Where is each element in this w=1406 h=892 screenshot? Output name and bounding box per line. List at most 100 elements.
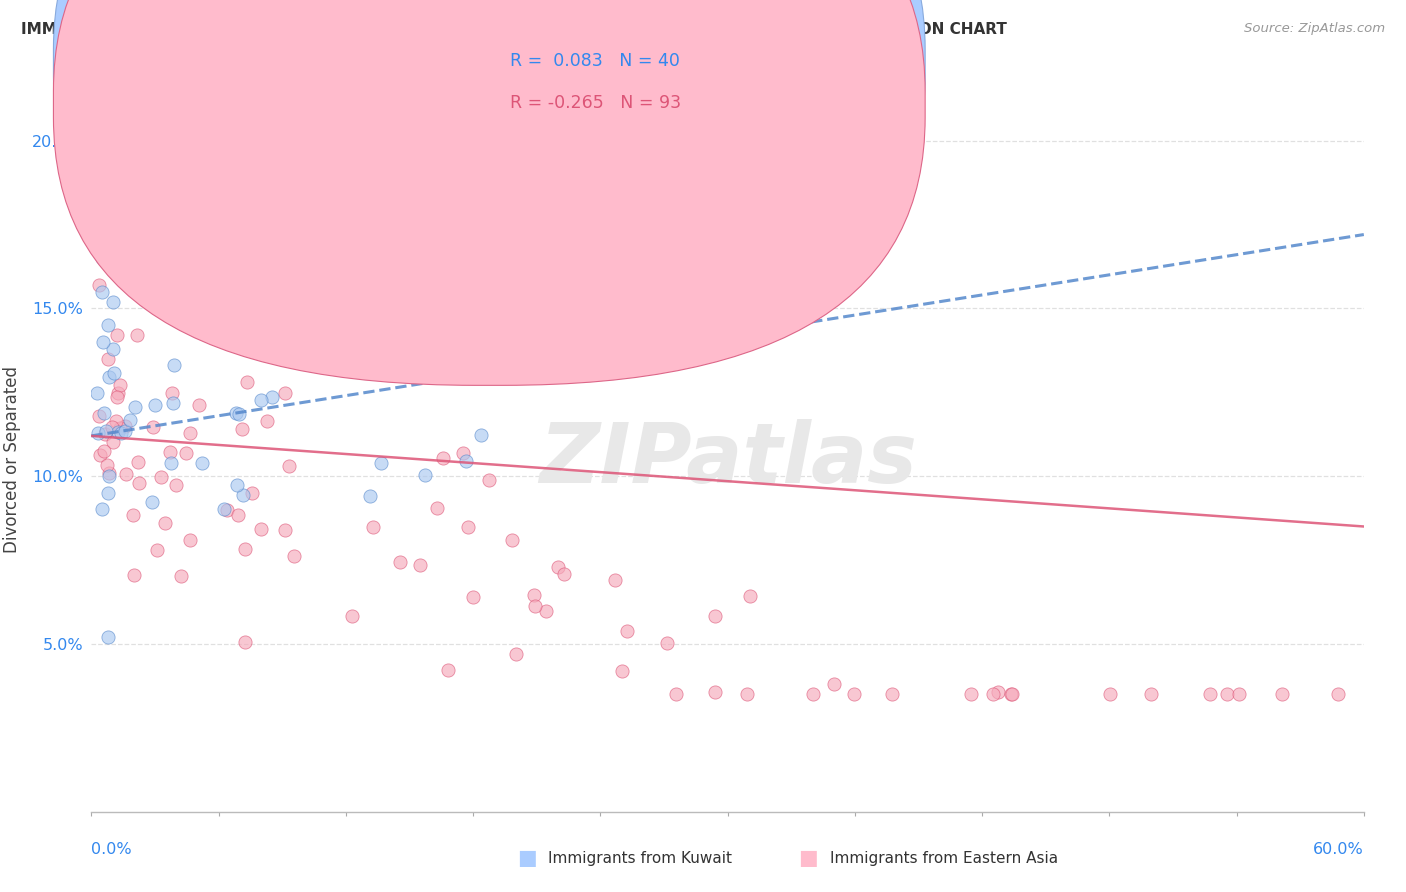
Point <box>256 415 278 429</box>
Point <box>981 687 1004 701</box>
Point <box>536 604 558 618</box>
Point <box>703 609 725 624</box>
Text: Source: ZipAtlas.com: Source: ZipAtlas.com <box>1244 22 1385 36</box>
Text: ■: ■ <box>517 848 537 868</box>
Point <box>91 251 114 265</box>
Point <box>91 150 114 164</box>
Point <box>283 549 305 563</box>
Point <box>141 494 163 508</box>
Point <box>456 454 478 468</box>
Point <box>149 470 172 484</box>
Point <box>236 375 259 389</box>
Point <box>228 407 250 421</box>
Point <box>233 542 256 557</box>
Point <box>105 390 128 404</box>
Point <box>125 328 148 343</box>
Point <box>89 409 111 424</box>
Point <box>114 424 136 438</box>
Point <box>1216 687 1239 701</box>
Point <box>842 687 865 701</box>
Point <box>470 428 492 442</box>
Point <box>1271 687 1294 701</box>
Point <box>160 385 183 400</box>
Point <box>225 406 247 420</box>
Point <box>1000 687 1022 701</box>
Point <box>547 560 569 574</box>
Point <box>616 624 638 638</box>
Point <box>226 508 249 522</box>
Point <box>226 478 249 492</box>
Point <box>523 588 546 602</box>
Point <box>127 454 149 468</box>
Point <box>1327 687 1350 701</box>
Point <box>162 359 184 373</box>
Point <box>665 687 688 701</box>
Point <box>107 425 129 439</box>
Point <box>271 348 294 362</box>
Point <box>122 508 145 523</box>
Point <box>278 458 301 473</box>
Point <box>191 456 214 470</box>
Point <box>114 419 136 434</box>
Point <box>553 566 575 581</box>
Y-axis label: Divorced or Separated: Divorced or Separated <box>3 366 21 553</box>
Point <box>170 293 193 308</box>
Point <box>162 395 184 409</box>
Point <box>128 475 150 490</box>
Point <box>273 386 295 401</box>
Point <box>100 419 122 434</box>
Text: Immigrants from Eastern Asia: Immigrants from Eastern Asia <box>830 851 1057 865</box>
Point <box>146 542 169 557</box>
Point <box>370 456 392 470</box>
Point <box>155 516 177 530</box>
Text: ■: ■ <box>799 848 818 868</box>
Point <box>388 555 411 569</box>
Point <box>143 398 166 412</box>
Point <box>260 390 283 404</box>
Text: 0.0%: 0.0% <box>91 842 132 857</box>
Point <box>93 406 115 420</box>
Point <box>274 524 297 538</box>
Point <box>231 422 253 436</box>
Point <box>91 285 114 299</box>
Point <box>97 630 120 644</box>
Point <box>101 342 124 356</box>
Point <box>655 636 678 650</box>
Point <box>409 558 432 573</box>
Point <box>101 434 124 449</box>
Point <box>1139 687 1161 701</box>
Point <box>215 503 238 517</box>
Point <box>114 467 136 482</box>
Point <box>105 328 128 343</box>
Point <box>165 478 187 492</box>
Point <box>98 469 121 483</box>
Point <box>90 502 112 516</box>
Text: ZIPatlas: ZIPatlas <box>538 419 917 500</box>
Point <box>174 445 197 459</box>
Point <box>107 385 129 400</box>
Point <box>451 445 474 459</box>
Point <box>91 335 114 350</box>
Point <box>880 687 903 701</box>
Point <box>1001 687 1024 701</box>
Point <box>359 489 381 503</box>
Point <box>361 520 384 534</box>
Point <box>103 366 125 380</box>
Point <box>86 426 108 441</box>
Point <box>124 400 146 414</box>
Point <box>97 351 120 366</box>
Point <box>505 647 527 661</box>
Point <box>610 664 633 678</box>
Point <box>1098 687 1121 701</box>
Point <box>97 485 120 500</box>
Text: R =  0.083   N = 40: R = 0.083 N = 40 <box>510 52 681 70</box>
Text: 60.0%: 60.0% <box>1313 842 1364 857</box>
Point <box>735 687 758 701</box>
Point <box>179 533 201 547</box>
Point <box>187 398 209 412</box>
Point <box>801 687 824 701</box>
Point <box>457 520 479 534</box>
Point <box>120 413 142 427</box>
Point <box>93 444 115 458</box>
Point <box>93 427 115 442</box>
